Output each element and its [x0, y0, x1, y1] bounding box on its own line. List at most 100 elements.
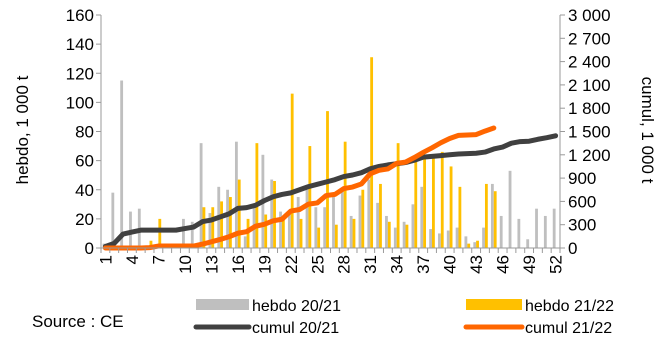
line-cumul-20-21: [102, 133, 559, 249]
x-tick-label: 37: [414, 255, 433, 274]
legend-label: cumul 21/22: [525, 320, 612, 337]
bar-hebdo-20-21: [296, 197, 300, 248]
legend-item: cumul 21/22: [463, 320, 612, 337]
bar-hebdo-21-22: [405, 224, 409, 248]
left-tick-label: 40: [75, 181, 94, 200]
right-tick-label: 1 200: [568, 146, 611, 165]
bar-hebdo-21-22: [440, 151, 444, 248]
bar-hebdo-21-22: [476, 240, 479, 248]
bar-hebdo-20-21: [455, 227, 459, 248]
bar-hebdo-20-21: [190, 221, 194, 248]
bar-hebdo-20-21: [517, 218, 521, 249]
bar-hebdo-20-21: [182, 218, 185, 249]
x-tick-label: 34: [388, 255, 407, 274]
bar-hebdo-21-22: [158, 218, 162, 249]
bar-hebdo-20-21: [473, 242, 477, 248]
bar-hebdo-20-21: [543, 215, 547, 248]
bar-hebdo-20-21: [332, 195, 335, 248]
bar-hebdo-20-21: [420, 186, 424, 248]
x-tick-label: 19: [255, 255, 274, 274]
legend-item: hebdo 20/21: [196, 298, 341, 315]
bar-hebdo-21-22: [264, 214, 268, 248]
bar-hebdo-20-21: [367, 179, 371, 248]
bar-hebdo-21-22: [228, 197, 232, 248]
bar-hebdo-20-21: [279, 211, 282, 248]
bar-hebdo-21-22: [379, 183, 382, 248]
bar-hebdo-21-22: [237, 179, 241, 248]
bar-hebdo-20-21: [305, 189, 309, 248]
legend-label: hebdo 21/22: [525, 298, 614, 315]
bar-hebdo-20-21: [234, 141, 238, 248]
right-tick-label: 600: [568, 192, 596, 211]
bar-hebdo-21-22: [493, 191, 497, 248]
bar-hebdo-21-22: [273, 181, 276, 248]
x-tick-label: 43: [467, 255, 486, 274]
x-tick-label: 10: [176, 255, 195, 274]
bar-hebdo-21-22: [396, 143, 400, 248]
bar-hebdo-20-21: [499, 215, 503, 248]
legend-item: cumul 20/21: [193, 320, 339, 337]
bar-hebdo-20-21: [393, 227, 397, 248]
bar-hebdo-21-22: [387, 221, 391, 248]
left-tick-label: 60: [75, 152, 94, 171]
bar-hebdo-20-21: [226, 189, 229, 248]
x-tick-label: 52: [547, 255, 566, 274]
source-note: Source : CE: [32, 312, 124, 331]
bar-hebdo-20-21: [270, 179, 274, 248]
bar-hebdo-20-21: [199, 143, 203, 248]
right-tick-label: 0: [568, 239, 577, 258]
legend-swatch: [466, 299, 522, 310]
left-tick-label: 0: [85, 239, 94, 258]
bar-hebdo-20-21: [358, 195, 362, 248]
bar-hebdo-20-21: [508, 170, 512, 248]
bar-hebdo-21-22: [220, 201, 223, 248]
bar-hebdo-20-21: [385, 215, 388, 248]
x-tick-label: 28: [335, 255, 354, 274]
bar-hebdo-20-21: [482, 227, 485, 248]
bar-hebdo-21-22: [290, 93, 294, 248]
bar-hebdo-21-22: [449, 166, 453, 248]
bar-hebdo-20-21: [526, 239, 530, 248]
legend: hebdo 20/21 hebdo 21/22 cumul 20/21 cumul 2…: [193, 298, 614, 337]
bar-hebdo-20-21: [129, 211, 132, 248]
bar-hebdo-21-22: [432, 157, 435, 248]
bar-hebdo-20-21: [464, 236, 468, 248]
x-tick-label: 25: [308, 255, 327, 274]
right-tick-label: 300: [568, 216, 596, 235]
legend-label: cumul 20/21: [252, 320, 339, 337]
bar-hebdo-21-22: [334, 224, 338, 248]
right-tick-label: 2 100: [568, 76, 611, 95]
bar-hebdo-21-22: [423, 156, 426, 248]
right-tick-label: 2 700: [568, 29, 611, 48]
lines-layer: [102, 125, 559, 251]
x-tick-label: 7: [149, 255, 168, 264]
bar-hebdo-20-21: [402, 221, 406, 248]
left-axis-title: hebdo, 1 000 t: [13, 75, 32, 184]
bar-hebdo-21-22: [202, 207, 206, 248]
bar-hebdo-20-21: [314, 207, 318, 248]
bar-hebdo-21-22: [414, 160, 418, 249]
bar-hebdo-21-22: [281, 218, 285, 249]
x-tick-label: 16: [229, 255, 248, 274]
x-tick-label: 49: [520, 255, 539, 274]
right-axis-title: cumul, 1 000 t: [638, 77, 657, 184]
x-tick-label: 4: [123, 255, 142, 264]
bar-hebdo-20-21: [287, 210, 291, 248]
x-tick-label: 31: [361, 255, 380, 274]
bar-hebdo-21-22: [255, 143, 259, 248]
bar-hebdo-20-21: [208, 213, 212, 248]
x-tick-label: 46: [494, 255, 513, 274]
left-tick-label: 160: [66, 6, 94, 25]
bars-layer: [102, 57, 556, 249]
x-tick-label: 22: [282, 255, 301, 274]
line-cumul-21-22: [102, 125, 497, 251]
bar-hebdo-20-21: [340, 189, 344, 248]
bar-hebdo-21-22: [484, 183, 488, 248]
bar-hebdo-21-22: [299, 218, 303, 249]
legend-label: hebdo 20/21: [252, 298, 341, 315]
right-tick-label: 1 500: [568, 123, 611, 142]
bar-hebdo-20-21: [552, 208, 556, 248]
bar-hebdo-21-22: [352, 218, 356, 249]
